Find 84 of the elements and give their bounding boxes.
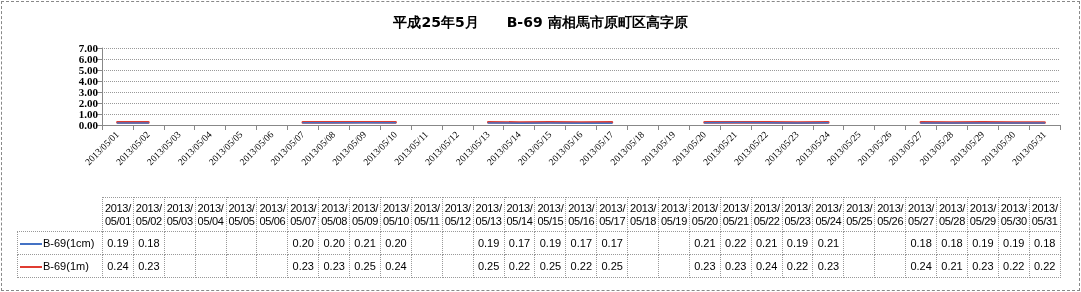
data-label: 0.23 <box>967 254 999 278</box>
data-label: 0.24 <box>102 254 134 278</box>
data-label: 0.25 <box>534 254 566 278</box>
data-label: 0.25 <box>473 254 505 278</box>
data-label: 0.18 <box>905 231 937 255</box>
data-label: 0.18 <box>936 231 968 255</box>
data-label: 0.19 <box>534 231 566 255</box>
category-label: 2013/05/19 <box>660 201 687 227</box>
data-label: 0.24 <box>751 254 783 278</box>
data-label: 0.20 <box>318 231 350 255</box>
data-label: 0.19 <box>102 231 134 255</box>
category-label: 2013/05/13 <box>475 201 502 227</box>
category-label: 2013/05/02 <box>135 201 162 227</box>
data-label: 0.24 <box>380 254 412 278</box>
data-label: 0.25 <box>349 254 381 278</box>
category-label: 2013/05/30 <box>1000 201 1027 227</box>
data-label: 0.17 <box>596 231 628 255</box>
legend-label: B-69(1cm) <box>43 237 95 249</box>
category-label: 2013/05/10 <box>382 201 409 227</box>
y-tick-label: 7.00 <box>78 42 99 54</box>
data-label: 0.21 <box>349 231 381 255</box>
data-label: 0.20 <box>380 231 412 255</box>
data-label: 0.19 <box>967 231 999 255</box>
category-label: 2013/05/04 <box>197 201 224 227</box>
chart-title: 平成25年5月 B-69 南相馬市原町区高字原 <box>392 14 688 30</box>
data-label: 0.21 <box>689 231 721 255</box>
category-label: 2013/05/29 <box>969 201 996 227</box>
category-label: 2013/05/27 <box>908 201 935 227</box>
category-label: 2013/05/15 <box>537 201 564 227</box>
category-label: 2013/05/12 <box>444 201 471 227</box>
y-tick-label: 5.00 <box>78 64 99 76</box>
category-label: 2013/05/16 <box>568 201 595 227</box>
data-label: 0.19 <box>473 231 505 255</box>
y-tick-label: 3.00 <box>78 86 99 98</box>
data-label: 0.20 <box>287 231 319 255</box>
data-label: 0.17 <box>565 231 597 255</box>
data-label: 0.22 <box>565 254 597 278</box>
category-label: 2013/05/14 <box>506 201 533 227</box>
data-label: 0.23 <box>318 254 350 278</box>
data-label: 0.23 <box>133 254 165 278</box>
data-label: 0.23 <box>287 254 319 278</box>
y-tick-label: 0.00 <box>78 119 99 131</box>
category-label: 2013/05/20 <box>691 201 718 227</box>
category-label: 2013/05/24 <box>815 201 842 227</box>
data-label: 0.21 <box>812 231 844 255</box>
category-label: 2013/05/11 <box>413 201 440 227</box>
data-label: 0.24 <box>905 254 937 278</box>
category-label: 2013/05/26 <box>877 201 904 227</box>
category-label: 2013/05/09 <box>352 201 379 227</box>
category-label: 2013/05/18 <box>630 201 657 227</box>
data-label: 0.23 <box>689 254 721 278</box>
y-tick-label: 2.00 <box>78 97 99 109</box>
category-label: 2013/05/28 <box>938 201 965 227</box>
data-label: 0.18 <box>1029 231 1061 255</box>
data-label: 0.23 <box>812 254 844 278</box>
y-tick-label: 4.00 <box>78 75 99 87</box>
category-label: 2013/05/17 <box>599 201 626 227</box>
category-label: 2013/05/31 <box>1031 201 1058 227</box>
category-label: 2013/05/07 <box>290 201 317 227</box>
category-label: 2013/05/01 <box>104 201 131 227</box>
category-label: 2013/05/03 <box>166 201 193 227</box>
category-label: 2013/05/08 <box>321 201 348 227</box>
data-label: 0.21 <box>936 254 968 278</box>
data-label: 0.22 <box>720 231 752 255</box>
y-tick-label: 1.00 <box>78 108 99 120</box>
data-label: 0.21 <box>751 231 783 255</box>
data-label: 0.17 <box>504 231 535 255</box>
data-label: 0.22 <box>1029 254 1061 278</box>
category-label: 2013/05/05 <box>228 201 255 227</box>
category-label: 2013/05/23 <box>784 201 811 227</box>
data-label: 0.19 <box>998 231 1030 255</box>
category-label: 2013/05/21 <box>722 201 749 227</box>
category-label: 2013/05/06 <box>259 201 286 227</box>
data-label: 0.23 <box>720 254 752 278</box>
data-label: 0.25 <box>596 254 628 278</box>
category-label: 2013/05/25 <box>846 201 873 227</box>
category-label: 2013/05/22 <box>753 201 780 227</box>
data-label: 0.22 <box>998 254 1030 278</box>
data-label: 0.19 <box>782 231 813 255</box>
legend-label: B-69(1m) <box>43 260 89 272</box>
y-tick-label: 6.00 <box>78 53 99 65</box>
data-label: 0.22 <box>504 254 535 278</box>
data-label: 0.18 <box>133 231 165 255</box>
data-label: 0.22 <box>782 254 813 278</box>
